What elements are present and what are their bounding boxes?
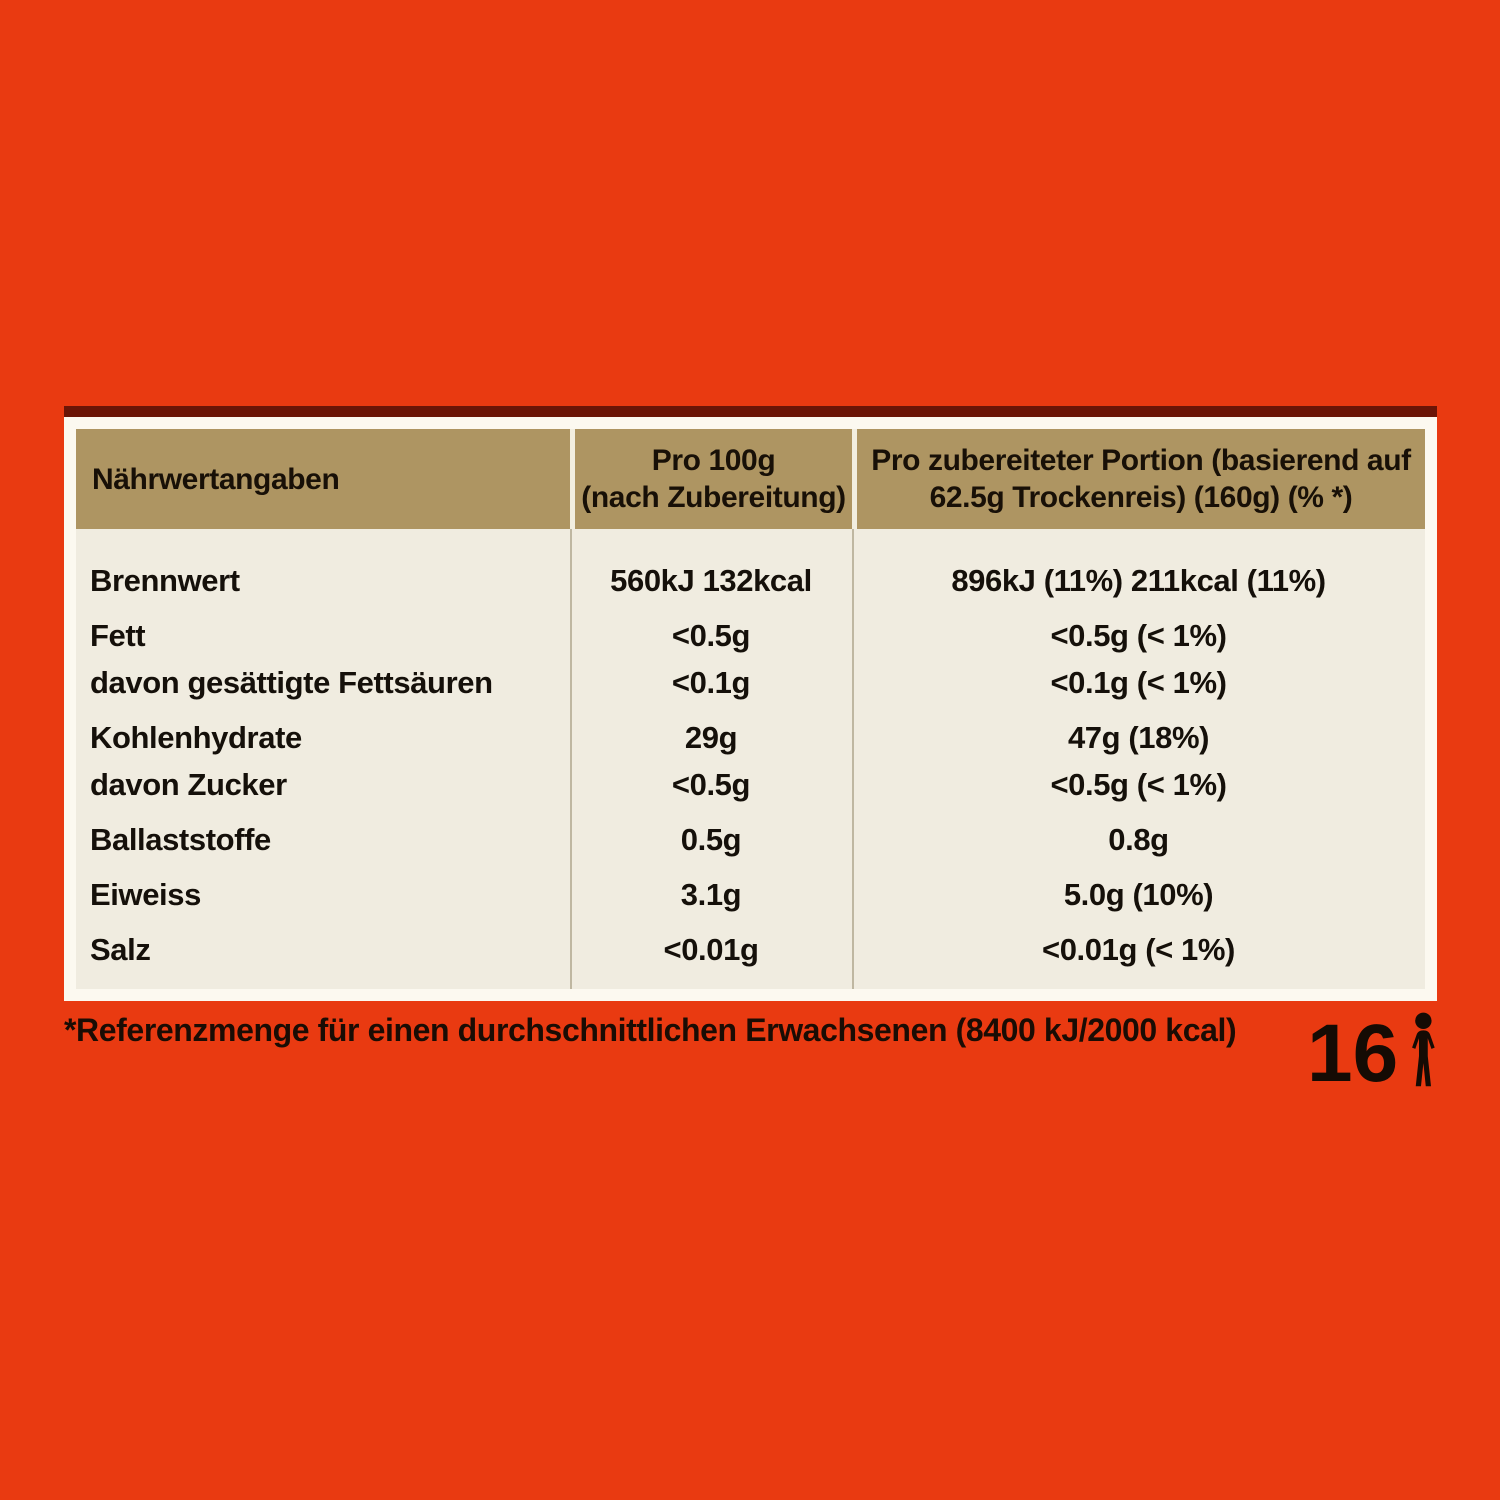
nutrient-label: Fett	[90, 618, 146, 653]
table-row: Salz <0.01g <0.01g (< 1%)	[76, 926, 1425, 973]
table-row: Brennwert 560kJ 132kcal 896kJ (11%) 211k…	[76, 557, 1425, 604]
nutrient-label: Kohlenhydrate	[90, 720, 302, 755]
header-per-100g: Pro 100g (nach Zubereitung)	[570, 429, 852, 529]
table-frame: Nährwertangaben Pro 100g (nach Zubereitu…	[64, 417, 1437, 1001]
per-portion-value: 47g (18%)	[1067, 720, 1210, 755]
header-per-100g-line1: Pro 100g	[651, 444, 776, 477]
nutrient-label: Salz	[90, 932, 151, 967]
column-divider	[570, 529, 572, 989]
table-body: Brennwert 560kJ 132kcal 896kJ (11%) 211k…	[76, 529, 1425, 989]
table-row: Fett <0.5g <0.5g (< 1%)	[76, 612, 1425, 659]
nutrient-label: davon Zucker	[90, 767, 287, 802]
per-portion-value: 896kJ (11%) 211kcal (11%)	[951, 563, 1326, 598]
table-row: davon gesättigte Fettsäuren <0.1g <0.1g …	[76, 659, 1425, 706]
table-top-edge	[64, 406, 1437, 417]
person-icon	[1398, 1012, 1442, 1094]
column-divider	[852, 529, 854, 989]
per-100g-value: 560kJ 132kcal	[610, 563, 812, 598]
nutrient-label: Ballaststoffe	[90, 822, 271, 857]
nutrition-table: Nährwertangaben Pro 100g (nach Zubereitu…	[64, 406, 1437, 1001]
nutrient-label: Eiweiss	[90, 877, 201, 912]
header-per-100g-line2: (nach Zubereitung)	[581, 481, 846, 514]
servings-indicator: 16	[1307, 1008, 1442, 1099]
header-per-portion: Pro zubereiteter Portion (basierend auf …	[852, 429, 1425, 529]
table-row: Kohlenhydrate 29g 47g (18%)	[76, 714, 1425, 761]
per-portion-value: 5.0g (10%)	[1063, 877, 1214, 912]
nutrient-label: davon gesättigte Fettsäuren	[90, 665, 493, 700]
table-header: Nährwertangaben Pro 100g (nach Zubereitu…	[76, 429, 1425, 529]
servings-count: 16	[1307, 1008, 1399, 1099]
per-portion-value: <0.5g (< 1%)	[1050, 618, 1227, 653]
per-100g-value: <0.5g	[671, 618, 751, 653]
header-nutrients: Nährwertangaben	[76, 429, 570, 529]
header-per-portion-line2: 62.5g Trockenreis) (160g) (% *)	[929, 481, 1353, 514]
table-row: davon Zucker <0.5g <0.5g (< 1%)	[76, 761, 1425, 808]
table-row: Ballaststoffe 0.5g 0.8g	[76, 816, 1425, 863]
per-100g-value: <0.5g	[671, 767, 751, 802]
per-portion-value: <0.1g (< 1%)	[1050, 665, 1227, 700]
header-per-portion-line1: Pro zubereiteter Portion (basierend auf	[871, 444, 1411, 477]
per-100g-value: 3.1g	[680, 877, 742, 912]
per-portion-value: <0.5g (< 1%)	[1050, 767, 1227, 802]
nutrient-label: Brennwert	[90, 563, 240, 598]
table-row: Eiweiss 3.1g 5.0g (10%)	[76, 871, 1425, 918]
per-100g-value: 29g	[684, 720, 738, 755]
header-nutrients-label: Nährwertangaben	[92, 462, 340, 496]
per-portion-value: <0.01g (< 1%)	[1042, 932, 1235, 967]
per-100g-value: <0.01g	[663, 932, 759, 967]
per-100g-value: 0.5g	[680, 822, 742, 857]
per-portion-value: 0.8g	[1108, 822, 1169, 857]
per-100g-value: <0.1g	[671, 665, 751, 700]
footnote: *Referenzmenge für einen durchschnittlic…	[64, 1012, 1237, 1048]
